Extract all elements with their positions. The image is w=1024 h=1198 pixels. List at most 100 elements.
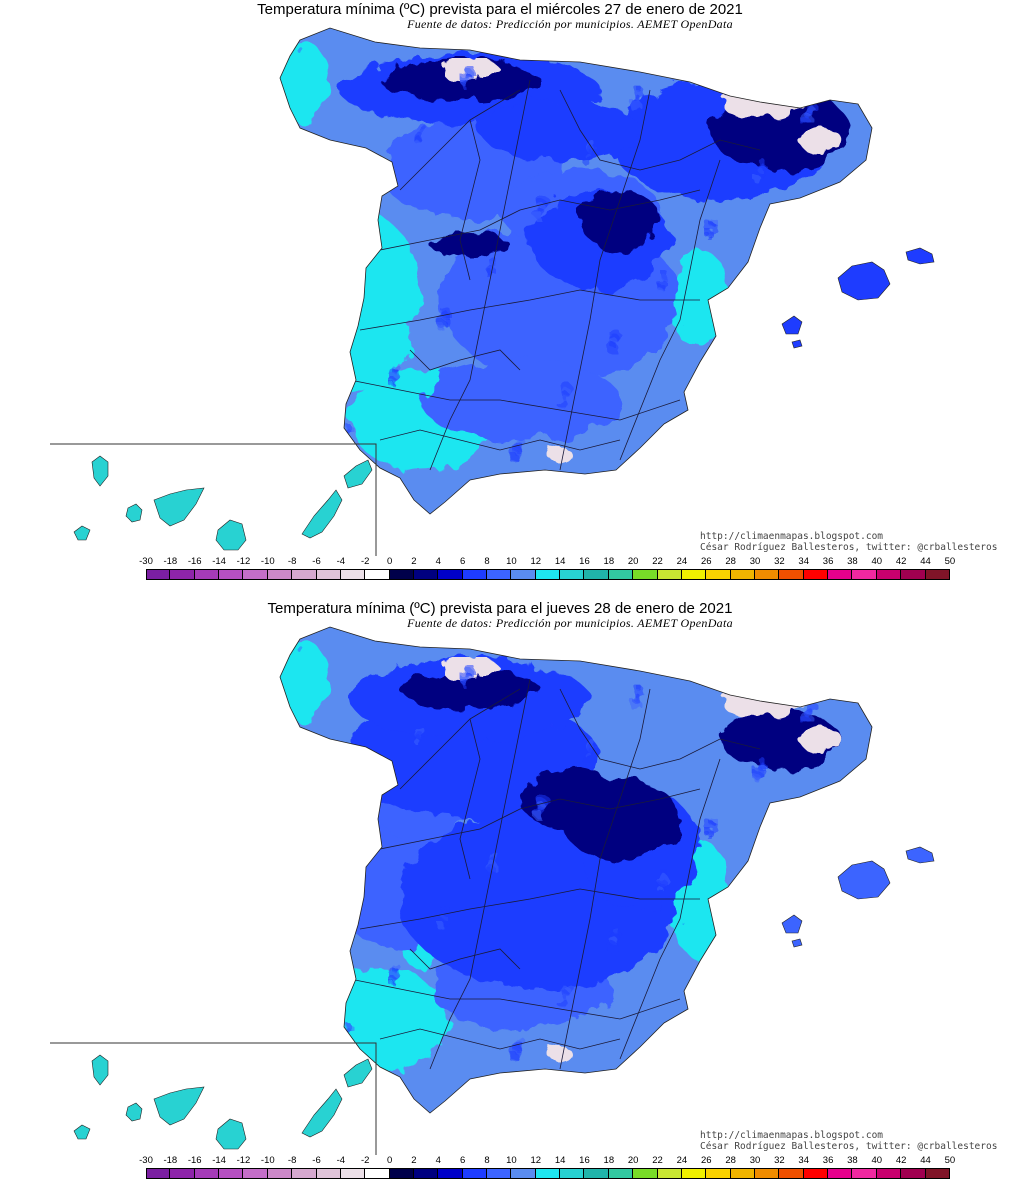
temperature-speckle [317, 243, 325, 251]
temperature-speckle [461, 81, 469, 89]
province-border [409, 948, 521, 970]
legend-tick: 12 [530, 556, 542, 567]
temperature-speckle [533, 211, 543, 221]
temperature-speckle [437, 323, 445, 331]
island [125, 1102, 143, 1122]
legend-swatch [876, 569, 902, 580]
legend-swatch [292, 1168, 317, 1179]
legend-swatch [219, 1168, 244, 1179]
legend-tick: -30 [139, 1155, 153, 1166]
legend-swatch [438, 1168, 463, 1179]
legend-swatch [779, 569, 804, 580]
legend-tick: -10 [260, 556, 275, 567]
temperature-speckle [849, 63, 859, 73]
legend-swatch [876, 1168, 902, 1179]
temperature-patch [548, 1046, 572, 1062]
legend-tick: 42 [895, 1155, 907, 1166]
legend-swatch [535, 569, 561, 580]
temperature-speckle [829, 892, 839, 902]
legend-tick: -4 [336, 556, 346, 567]
temperature-speckle [825, 301, 837, 313]
temperature-speckle [733, 1004, 741, 1012]
legend-tick: -8 [287, 556, 297, 567]
legend-tick: -2 [361, 1155, 370, 1166]
temperature-speckle [849, 662, 859, 672]
temperature-speckle [361, 193, 373, 205]
temperature-speckle [365, 189, 373, 197]
legend-swatch [706, 1168, 731, 1179]
legend-swatch [754, 569, 780, 580]
legend-tick: 4 [435, 556, 441, 567]
province-border [379, 429, 621, 451]
legend-tick: 6 [460, 1155, 466, 1166]
temperature-speckle [365, 181, 377, 193]
legend-tick: 44 [920, 1155, 931, 1166]
legend-swatch [706, 569, 731, 580]
mainland [279, 626, 873, 1114]
temperature-speckle [853, 650, 863, 660]
legend-swatches [146, 1168, 950, 1179]
legend-tick: 16 [579, 556, 590, 567]
province-border [399, 89, 521, 191]
legend-swatch [243, 569, 268, 580]
legend-swatch [194, 569, 220, 580]
legend-swatch [316, 569, 341, 580]
temperature-speckle [657, 287, 663, 293]
temperature-speckle [853, 47, 865, 59]
temperature-speckle [681, 1062, 693, 1074]
legend-swatch [243, 1168, 268, 1179]
island [791, 339, 803, 349]
legend-tick: 44 [920, 556, 931, 567]
province-borders [349, 79, 761, 471]
temperature-speckle [729, 413, 739, 423]
island [343, 459, 373, 489]
temperature-speckle [733, 1008, 739, 1014]
legend-tick: 16 [579, 1155, 590, 1166]
legend-tick: -6 [312, 556, 321, 567]
map-panel-1: Temperatura mínima (ºC) prevista para el… [50, 1, 997, 580]
island [791, 938, 803, 948]
temperature-speckle [557, 399, 567, 409]
color-legend: -30 -18 -16 -14 -12 -10 -8 -6 -4 -2 0 2 4 6 8 10 12 14 16 1… [0, 1155, 1024, 1185]
temperature-speckle [829, 293, 839, 303]
temperature-speckle [829, 289, 841, 301]
temperature-speckle [681, 1070, 689, 1078]
legend-swatch [146, 1168, 171, 1179]
legend-swatch [219, 569, 244, 580]
temperature-speckle [853, 59, 859, 65]
temperature-speckle [829, 297, 837, 305]
legend-swatch [584, 569, 609, 580]
legend-tick: 10 [506, 1155, 517, 1166]
legend-swatch [681, 569, 707, 580]
province-border [559, 688, 651, 1070]
canary-inset-frame [50, 443, 377, 556]
legend-tick: 40 [871, 556, 883, 567]
legend-swatch [852, 569, 877, 580]
island [215, 519, 247, 551]
island [837, 261, 891, 301]
island [301, 1088, 343, 1138]
map-source: Fuente de datos: Predicción por municipi… [407, 616, 733, 630]
temperature-speckle [777, 359, 787, 369]
legend-tick: 36 [822, 1155, 834, 1166]
legend-swatch [292, 569, 317, 580]
legend-tick: 42 [895, 556, 907, 567]
temperature-speckle [681, 1066, 691, 1076]
temperature-speckle [781, 950, 789, 958]
legend-tick: 8 [484, 1155, 490, 1166]
temperature-speckle [849, 59, 861, 71]
temperature-speckle [781, 954, 787, 960]
legend-tick: 10 [506, 556, 517, 567]
temperature-speckle [853, 51, 863, 61]
province-border [349, 379, 681, 421]
map-credit: http://climaenmapas.blogspot.com César R… [700, 531, 997, 553]
legend-tick: 22 [652, 556, 663, 567]
legend-tick: -12 [236, 556, 251, 567]
temperature-speckle [853, 646, 865, 658]
credit-author: César Rodríguez Ballesteros, twitter: @c… [700, 542, 998, 553]
legend-tick: 8 [484, 556, 490, 567]
temperature-speckle [681, 467, 691, 477]
island [153, 1086, 205, 1126]
temperature-speckle [681, 475, 687, 481]
island [837, 860, 891, 900]
